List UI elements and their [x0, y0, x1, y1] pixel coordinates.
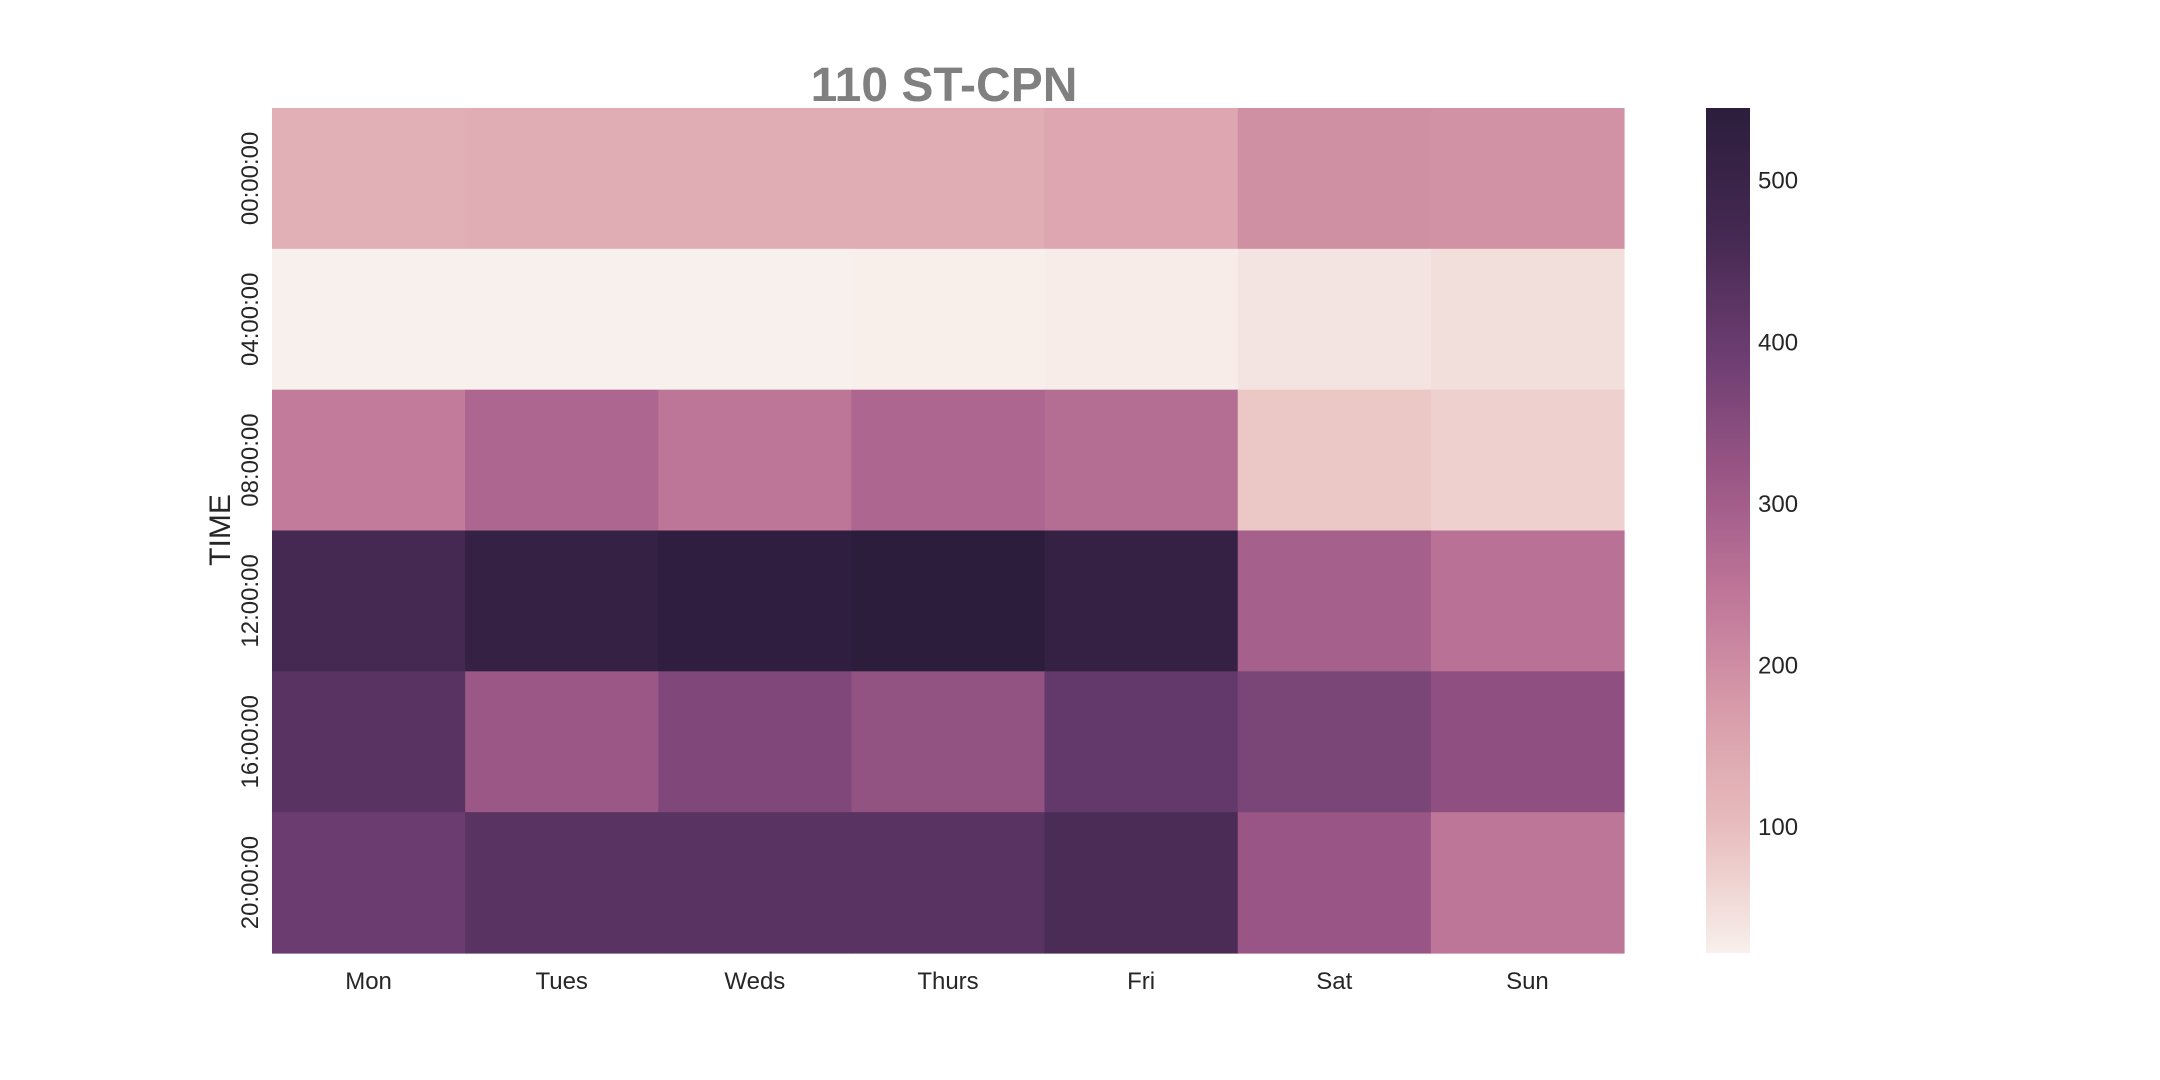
x-tick-label: Thurs: [917, 968, 978, 995]
heatmap-cell-200000-fri: [1044, 812, 1239, 954]
heatmap-cell-080000-fri: [1044, 389, 1239, 532]
heatmap-cells: [272, 108, 1625, 954]
heatmap-cell-120000-sat: [1237, 530, 1432, 672]
heatmap-cell-200000-sun: [1430, 812, 1625, 954]
heatmap-cell-000000-tues: [465, 108, 659, 250]
heatmap-cell-040000-thurs: [851, 248, 1046, 391]
heatmap-cell-200000-mon: [272, 812, 466, 954]
heatmap-cell-160000-weds: [658, 671, 853, 813]
heatmap-cell-040000-sun: [1430, 248, 1625, 391]
heatmap-cell-120000-sun: [1430, 530, 1625, 672]
heatmap-cell-120000-mon: [272, 530, 466, 672]
x-tick-label: Mon: [345, 968, 392, 995]
x-tick-label: Sun: [1506, 968, 1549, 995]
y-tick-label: 04:00:00: [237, 273, 264, 366]
colorbar-tick-label: 200: [1758, 652, 1798, 679]
heatmap-cell-160000-sat: [1237, 671, 1432, 813]
heatmap-cell-160000-mon: [272, 671, 466, 813]
heatmap-cell-160000-fri: [1044, 671, 1239, 813]
heatmap-cell-080000-sat: [1237, 389, 1432, 532]
x-tick-label: Sat: [1316, 968, 1352, 995]
heatmap-cell-040000-weds: [658, 248, 853, 391]
heatmap-cell-080000-weds: [658, 389, 853, 532]
heatmap-cell-080000-mon: [272, 389, 466, 532]
heatmap-cell-040000-sat: [1237, 248, 1432, 391]
y-tick-label: 00:00:00: [237, 132, 264, 225]
heatmap-cell-120000-tues: [465, 530, 659, 672]
heatmap-cell-200000-thurs: [851, 812, 1046, 954]
colorbar-tick-label: 300: [1758, 491, 1798, 518]
heatmap-cell-000000-fri: [1044, 108, 1239, 250]
y-tick-label: 20:00:00: [237, 836, 264, 929]
heatmap-cell-200000-sat: [1237, 812, 1432, 954]
heatmap-cell-160000-tues: [465, 671, 659, 813]
heatmap-cell-040000-fri: [1044, 248, 1239, 391]
y-axis-label: TIME: [204, 494, 237, 566]
y-tick-label: 16:00:00: [237, 695, 264, 788]
chart-title: 110 ST-CPN: [811, 59, 1078, 112]
x-tick-labels: Mon Tues Weds Thurs Fri Sat Sun: [345, 968, 1549, 995]
heatmap-cell-040000-mon: [272, 248, 466, 391]
heatmap-cell-120000-fri: [1044, 530, 1239, 672]
colorbar-tick-label: 400: [1758, 329, 1798, 356]
heatmap-cell-080000-thurs: [851, 389, 1046, 532]
heatmap-cell-000000-sat: [1237, 108, 1432, 250]
heatmap-cell-120000-weds: [658, 530, 853, 672]
heatmap-cell-120000-thurs: [851, 530, 1046, 672]
colorbar-tick-labels: 100 200 300 400 500: [1758, 168, 1798, 841]
heatmap-cell-080000-sun: [1430, 389, 1625, 532]
heatmap-cell-000000-mon: [272, 108, 466, 250]
y-tick-label: 08:00:00: [237, 413, 264, 506]
heatmap-cell-040000-tues: [465, 248, 659, 391]
heatmap-cell-000000-weds: [658, 108, 853, 250]
heatmap-cell-200000-tues: [465, 812, 659, 954]
heatmap-cell-200000-weds: [658, 812, 853, 954]
colorbar-tick-label: 500: [1758, 168, 1798, 195]
heatmap-cell-000000-sun: [1430, 108, 1625, 250]
y-tick-label: 12:00:00: [237, 554, 264, 647]
heatmap-cell-080000-tues: [465, 389, 659, 532]
x-tick-label: Tues: [535, 968, 587, 995]
colorbar-tick-label: 100: [1758, 814, 1798, 841]
y-tick-labels: 00:00:00 04:00:00 08:00:00 12:00:00 16:00:00…: [237, 132, 264, 930]
heatmap-cell-160000-thurs: [851, 671, 1046, 813]
heatmap-cell-000000-thurs: [851, 108, 1046, 250]
x-tick-label: Fri: [1127, 968, 1155, 995]
x-tick-label: Weds: [724, 968, 785, 995]
colorbar: [1706, 108, 1750, 953]
heatmap-cell-160000-sun: [1430, 671, 1625, 813]
